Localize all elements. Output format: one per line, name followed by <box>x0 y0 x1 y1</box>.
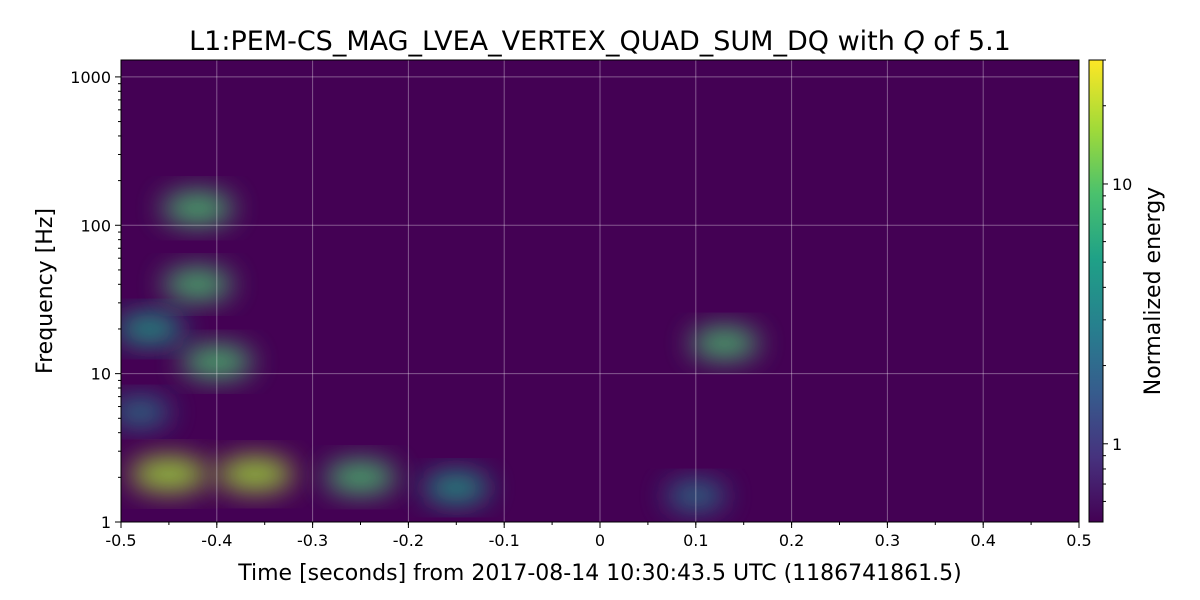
colorbar-tick-label: 1 <box>1112 435 1122 454</box>
y-axis-ticks: 1 10 100 1000 <box>70 68 121 532</box>
colorbar-gradient <box>1088 59 1104 523</box>
x-axis-ticks: -0.5 -0.4 -0.3 -0.2 -0.1 0 0.1 0.2 0.3 0.4 0.5 <box>105 522 1092 550</box>
y-tick-label: 1 <box>101 513 111 532</box>
energy-feature <box>180 345 253 378</box>
x-tick-label: 0.5 <box>1066 531 1091 550</box>
x-tick-label: 0.2 <box>779 531 804 550</box>
x-tick-label: -0.1 <box>489 531 520 550</box>
x-tick-label: -0.4 <box>201 531 232 550</box>
energy-feature <box>161 192 234 225</box>
y-tick-label: 1000 <box>70 68 111 87</box>
y-tick-label: 10 <box>91 365 111 384</box>
grid-lines <box>121 60 1079 522</box>
x-axis-label: Time [seconds] from 2017-08-14 10:30:43.… <box>237 561 961 586</box>
y-axis-label: Frequency [Hz] <box>33 208 58 374</box>
energy-features <box>121 192 759 510</box>
energy-feature <box>129 456 209 492</box>
colorbar-tick-label: 10 <box>1112 175 1132 194</box>
colorbar: 1 10 Normalized energy <box>1088 59 1166 523</box>
x-tick-label: 0.4 <box>970 531 995 550</box>
energy-feature <box>690 327 759 359</box>
colorbar-label: Normalized energy <box>1141 187 1166 395</box>
energy-feature <box>423 473 490 503</box>
x-tick-label: -0.2 <box>393 531 424 550</box>
y-tick-label: 100 <box>80 216 111 235</box>
x-tick-label: 0 <box>595 531 605 550</box>
x-tick-label: -0.3 <box>297 531 328 550</box>
colorbar-ticks: 1 10 <box>1103 59 1132 502</box>
energy-feature <box>665 482 726 510</box>
x-tick-label: -0.5 <box>105 531 136 550</box>
energy-feature <box>121 398 171 426</box>
spectrogram-background <box>121 60 1079 522</box>
spectrogram-plot-area <box>121 60 1079 522</box>
energy-feature <box>121 313 184 345</box>
energy-feature <box>324 461 397 494</box>
x-tick-label: 0.1 <box>683 531 708 550</box>
chart-title: L1:PEM-CS_MAG_LVEA_VERTEX_QUAD_SUM_DQ wi… <box>189 26 1011 57</box>
energy-feature <box>162 268 233 300</box>
x-tick-label: 0.3 <box>875 531 900 550</box>
energy-feature <box>216 457 294 492</box>
